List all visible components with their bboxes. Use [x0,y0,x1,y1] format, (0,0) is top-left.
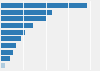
Bar [1,16,46,21]
Bar [1,56,10,61]
Bar [1,63,6,68]
Bar [1,30,25,35]
Bar [1,36,21,41]
Bar [1,23,33,28]
Bar [1,3,87,8]
Bar [1,10,52,15]
Bar [1,43,16,48]
Bar [1,50,13,55]
